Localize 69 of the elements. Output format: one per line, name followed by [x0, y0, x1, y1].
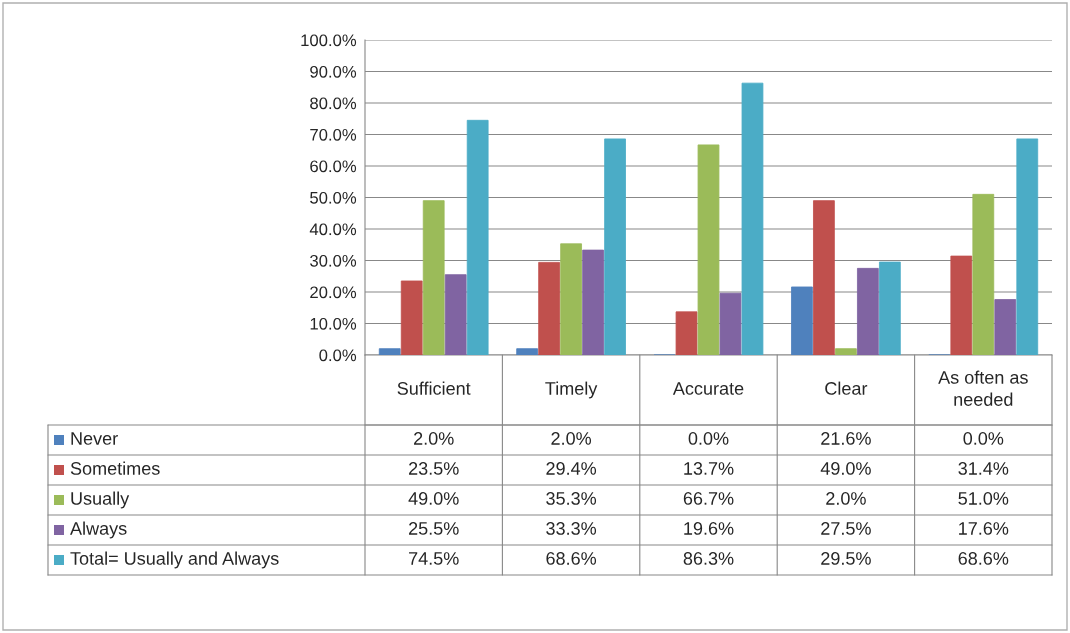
data-label: 66.7% [683, 492, 734, 505]
y-tick-label: 40.0% [309, 223, 357, 236]
data-label: 74.5% [409, 552, 459, 565]
bar [972, 193, 995, 355]
y-tick-label: 100.0% [301, 34, 357, 47]
y-tick-label: 50.0% [310, 191, 357, 204]
data-label: 25.5% [409, 522, 459, 535]
bar [1016, 138, 1039, 355]
bar [994, 299, 1017, 355]
data-label: 2.0% [414, 432, 454, 445]
data-label: 29.5% [821, 552, 871, 565]
data-label: 21.6% [821, 432, 871, 445]
bar [444, 274, 467, 355]
y-tick-label: 80.0% [310, 97, 357, 110]
data-label: 0.0% [963, 432, 1004, 445]
bar [560, 243, 582, 355]
bar [879, 261, 901, 355]
data-label: 49.0% [408, 492, 459, 505]
bar [835, 348, 857, 355]
legend-label: Total= Usually and Always [70, 551, 279, 569]
data-label: 19.6% [684, 522, 734, 535]
bar [719, 292, 742, 355]
y-tick-label: 70.0% [310, 128, 357, 141]
x-tick-label: Accurate [672, 382, 744, 395]
data-label: 51.0% [958, 492, 1009, 505]
legend-label: Never [71, 432, 118, 445]
bar [813, 200, 835, 355]
data-label: 49.0% [820, 462, 871, 475]
y-tick-label: 30.0% [310, 254, 357, 267]
data-label: 35.3% [546, 492, 597, 505]
x-tick-label: As often as needed [938, 370, 1028, 406]
bar [422, 200, 445, 355]
data-label: 68.6% [958, 552, 1009, 565]
bar [538, 261, 560, 355]
data-label: 31.4% [958, 462, 1009, 475]
data-label: 13.7% [684, 462, 734, 475]
data-label: 2.0% [551, 432, 592, 445]
bar [378, 348, 401, 355]
bar [604, 138, 626, 355]
legend-label: Sometimes [70, 461, 160, 475]
data-label: 86.3% [683, 552, 734, 565]
bar [950, 255, 973, 355]
data-label: 68.6% [546, 552, 597, 565]
bar [675, 311, 698, 355]
y-tick-label: 20.0% [310, 286, 357, 299]
data-label: 2.0% [826, 492, 866, 505]
x-tick-label: Timely [545, 381, 598, 399]
y-tick-label: 0.0% [319, 349, 357, 362]
legend-label: Always [70, 521, 127, 539]
bar [857, 267, 879, 355]
bar [466, 119, 489, 355]
bar [582, 249, 604, 355]
y-tick-label: 60.0% [310, 160, 357, 173]
y-tick-label: 90.0% [310, 65, 357, 78]
data-label: 23.5% [409, 462, 459, 475]
data-label: 33.3% [546, 522, 597, 535]
data-label: 29.4% [546, 462, 597, 475]
bar [697, 144, 720, 355]
y-tick-label: 10.0% [310, 317, 357, 330]
data-label: 27.5% [821, 522, 871, 535]
bar [791, 286, 813, 355]
legend-label: Usually [71, 491, 130, 509]
bar [516, 348, 538, 355]
bar [400, 280, 423, 355]
data-label: 17.6% [959, 522, 1009, 535]
bar [741, 82, 764, 355]
x-tick-label: Clear [825, 381, 868, 395]
data-label: 0.0% [688, 432, 729, 445]
x-tick-label: Sufficient [397, 381, 471, 395]
